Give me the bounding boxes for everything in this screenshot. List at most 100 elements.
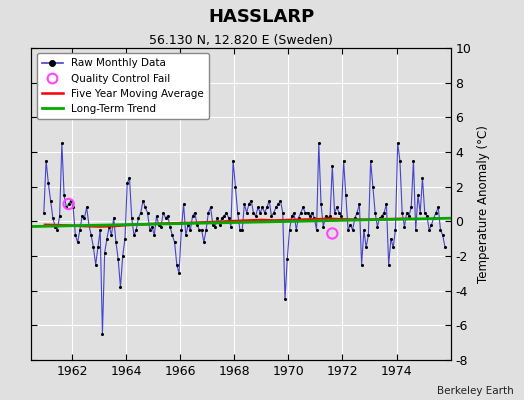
Point [411, 227, 420, 233]
Point [416, 210, 424, 216]
Point [238, 227, 246, 233]
Point [305, 213, 314, 219]
Point [150, 232, 158, 238]
Point [385, 262, 393, 268]
Point [380, 210, 388, 216]
Point [432, 210, 440, 216]
Point [110, 215, 118, 221]
Point [44, 180, 52, 186]
Point [125, 175, 134, 181]
Point [213, 215, 222, 221]
Point [378, 213, 386, 219]
Point [299, 204, 307, 211]
Point [308, 210, 316, 216]
Point [324, 215, 332, 221]
Point [163, 213, 172, 219]
Point [418, 175, 427, 181]
Point [137, 210, 145, 216]
Point [362, 244, 370, 250]
Point [292, 227, 300, 233]
Point [245, 201, 253, 207]
Point [326, 213, 334, 219]
Point [297, 210, 305, 216]
Point [274, 201, 282, 207]
Point [394, 140, 402, 146]
Point [40, 210, 48, 216]
Point [92, 262, 100, 268]
Point [144, 210, 152, 216]
Point [337, 213, 345, 219]
Point [229, 158, 237, 164]
Point [222, 210, 231, 216]
Point [146, 227, 154, 233]
Point [175, 270, 183, 276]
Point [247, 197, 255, 204]
Point [249, 210, 258, 216]
Point [198, 227, 206, 233]
Point [189, 213, 197, 219]
Point [267, 213, 276, 219]
Point [371, 210, 379, 216]
Point [182, 232, 190, 238]
Point [184, 222, 192, 228]
Point [240, 201, 248, 207]
Point [127, 215, 136, 221]
Point [85, 222, 93, 228]
Point [351, 215, 359, 221]
Point [224, 215, 233, 221]
Point [400, 223, 409, 230]
Point [47, 197, 55, 204]
Point [58, 140, 66, 146]
Point [335, 210, 343, 216]
Point [123, 180, 132, 186]
Point [152, 213, 161, 219]
Point [421, 210, 429, 216]
Point [430, 215, 438, 221]
Point [263, 204, 271, 211]
Point [78, 213, 86, 219]
Point [69, 204, 78, 211]
Point [179, 201, 188, 207]
Point [342, 192, 350, 198]
Point [373, 223, 381, 230]
Point [172, 262, 181, 268]
Point [409, 158, 418, 164]
Point [355, 201, 364, 207]
Point [71, 232, 80, 238]
Point [114, 256, 123, 263]
Point [98, 331, 106, 337]
Point [168, 232, 177, 238]
Point [211, 223, 220, 230]
Point [209, 222, 217, 228]
Text: Berkeley Earth: Berkeley Earth [437, 386, 514, 396]
Point [254, 204, 262, 211]
Point [328, 163, 336, 169]
Point [260, 210, 269, 216]
Point [200, 239, 208, 245]
Point [288, 213, 296, 219]
Point [112, 239, 120, 245]
Point [283, 256, 291, 263]
Point [279, 210, 287, 216]
Point [276, 197, 285, 204]
Point [314, 140, 323, 146]
Point [265, 197, 274, 204]
Point [49, 215, 57, 221]
Point [258, 204, 267, 211]
Point [215, 222, 224, 228]
Point [202, 227, 210, 233]
Point [87, 232, 95, 238]
Text: HASSLARP: HASSLARP [209, 8, 315, 26]
Point [294, 215, 303, 221]
Point [132, 227, 140, 233]
Point [387, 236, 395, 242]
Point [64, 201, 73, 207]
Point [344, 227, 352, 233]
Point [434, 204, 442, 211]
Point [195, 227, 203, 233]
Point [391, 227, 400, 233]
Point [107, 232, 116, 238]
Point [217, 215, 226, 221]
Point [396, 158, 404, 164]
Point [148, 223, 156, 230]
